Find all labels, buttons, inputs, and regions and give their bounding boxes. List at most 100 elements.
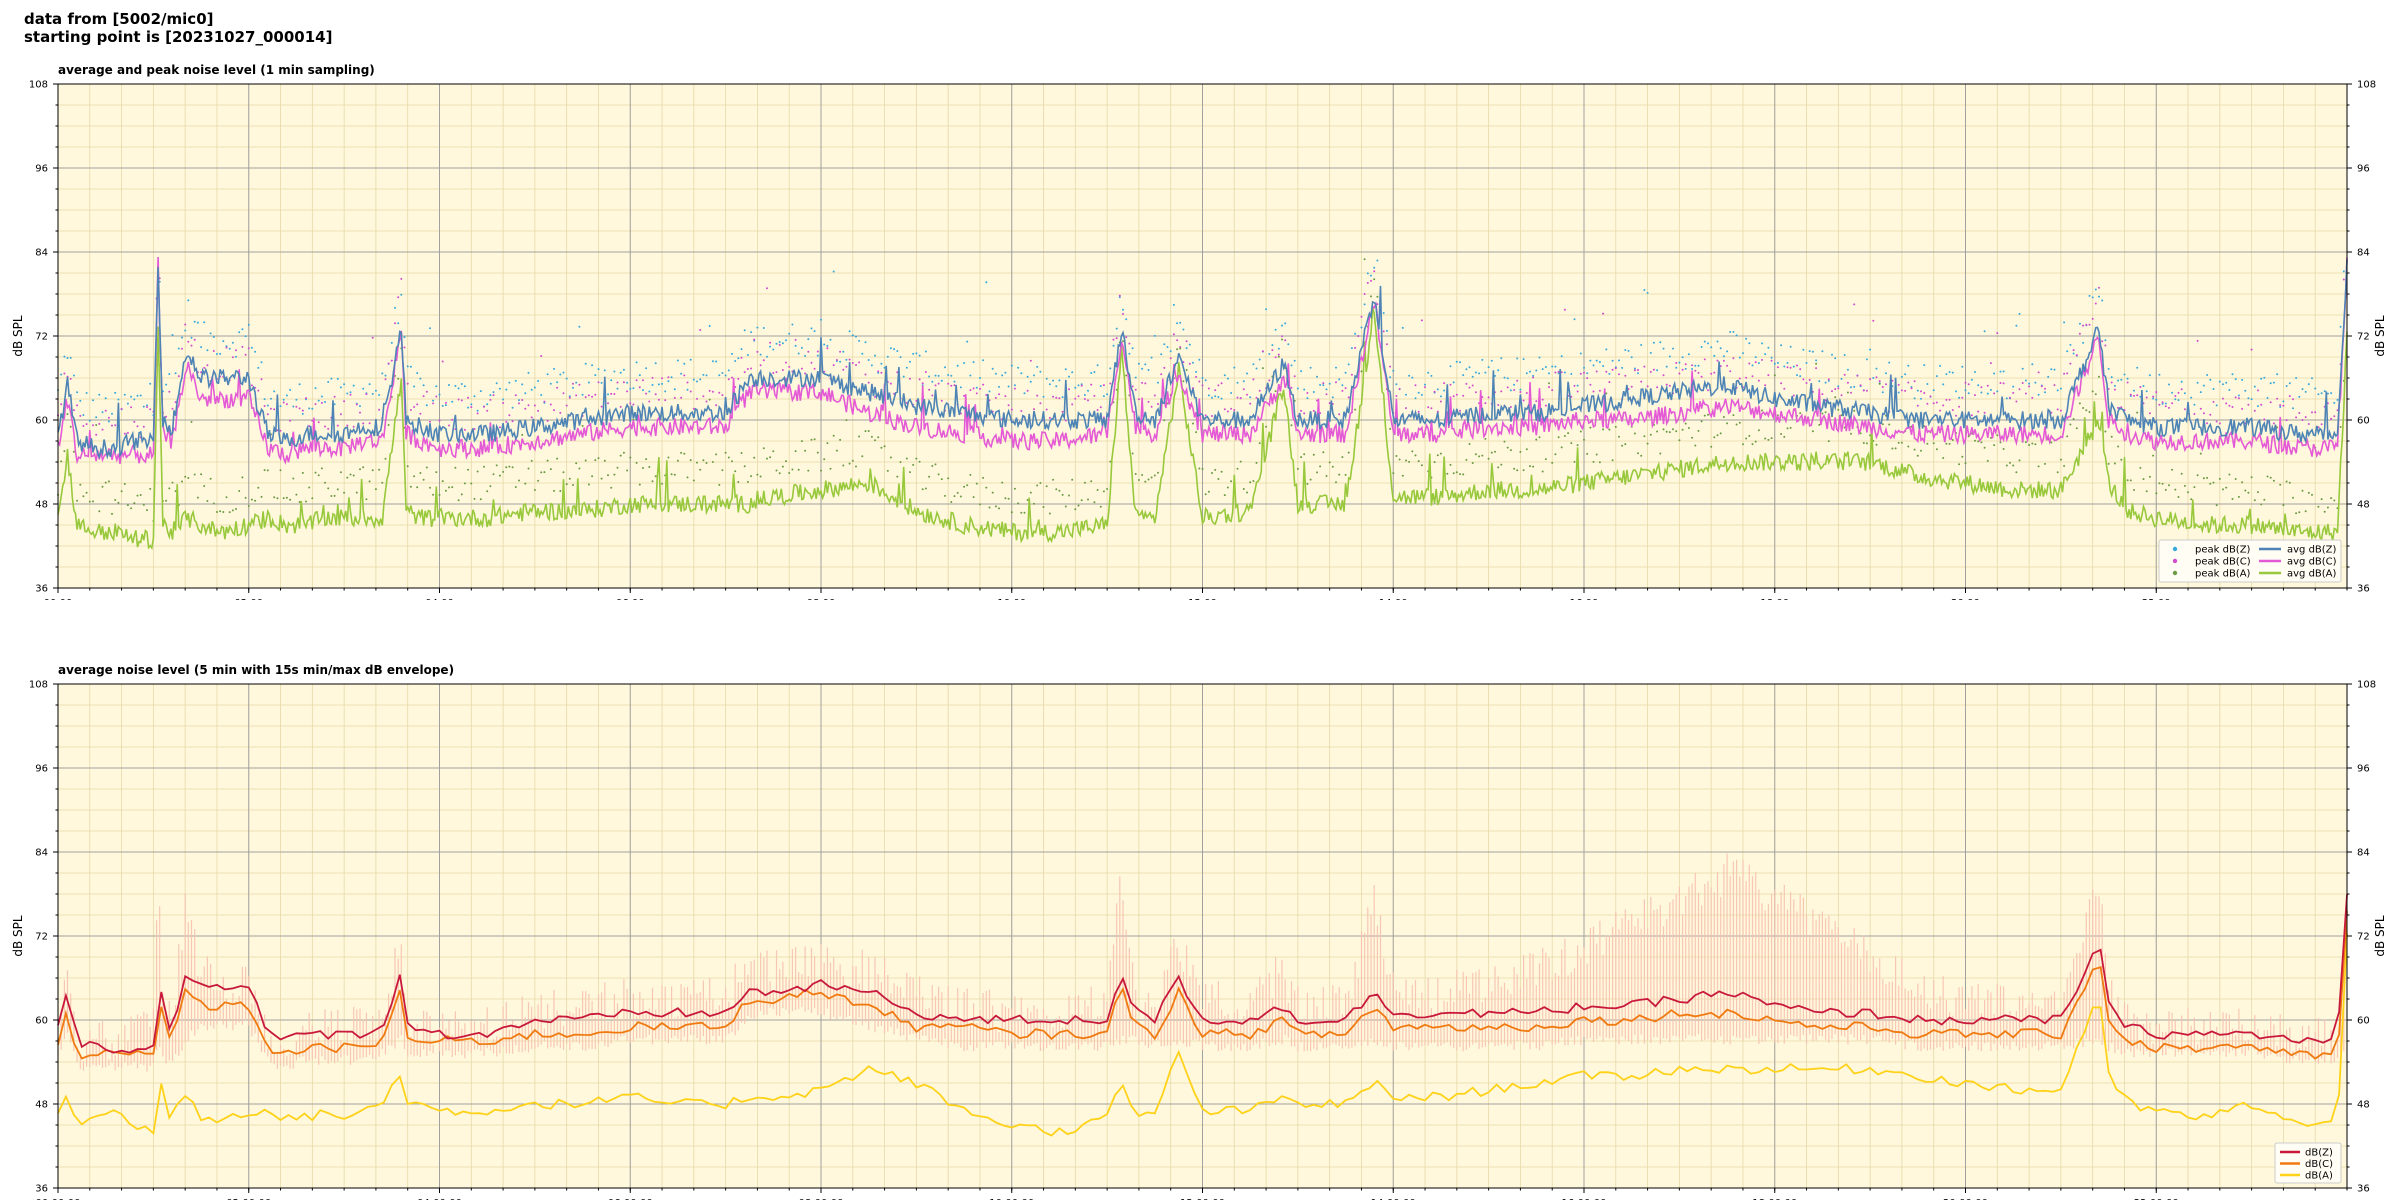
peak-point	[699, 329, 702, 331]
peak-point	[114, 424, 117, 427]
peak-point	[1605, 392, 1608, 395]
peak-point	[1230, 392, 1233, 394]
peak-point	[1471, 462, 1474, 464]
peak-point	[1948, 371, 1951, 374]
peak-point	[463, 385, 466, 388]
peak-point	[2091, 296, 2094, 299]
peak-point	[2263, 376, 2266, 379]
peak-point	[1316, 375, 1318, 378]
peak-point	[257, 366, 260, 369]
peak-point	[610, 392, 613, 395]
peak-point	[1179, 346, 1182, 348]
peak-point	[311, 407, 314, 410]
peak-point	[800, 367, 803, 370]
peak-point	[473, 428, 476, 430]
peak-point	[940, 399, 943, 402]
peak-point	[587, 381, 590, 384]
peak-point	[2075, 427, 2078, 430]
peak-point	[1827, 378, 1830, 381]
peak-point	[1532, 465, 1535, 468]
peak-point	[759, 353, 762, 356]
peak-point	[1281, 338, 1283, 341]
peak-point	[1551, 365, 1554, 368]
peak-point	[1001, 374, 1004, 377]
peak-point	[1602, 365, 1605, 367]
peak-point	[1691, 364, 1694, 367]
peak-point	[1681, 368, 1684, 371]
peak-point	[1265, 425, 1268, 428]
peak-point	[1017, 366, 1020, 369]
peak-point	[2228, 404, 2231, 407]
peak-point	[285, 394, 288, 397]
y-tick-label-right: 72	[2357, 932, 2370, 943]
x-tick-label: 14:00:00	[1371, 1198, 1416, 1200]
peak-point	[142, 503, 145, 506]
peak-point	[2126, 479, 2129, 482]
y-axis-title-left: dB SPL	[11, 915, 25, 957]
peak-point	[104, 481, 107, 484]
peak-point	[2177, 399, 2180, 402]
peak-point	[1951, 409, 1954, 411]
peak-point	[1986, 459, 1989, 462]
peak-point	[1900, 389, 1903, 392]
peak-point	[1703, 340, 1706, 343]
peak-point	[1678, 372, 1681, 375]
peak-point	[216, 511, 218, 513]
peak-point	[212, 502, 215, 505]
peak-point	[718, 391, 721, 394]
peak-point	[810, 361, 813, 364]
peak-point	[632, 387, 635, 390]
peak-point	[1557, 370, 1560, 373]
peak-point	[1020, 410, 1023, 412]
peak-point	[136, 425, 139, 428]
chart-panel-5min: average noise level (5 min with 15s min/…	[11, 663, 2387, 1200]
peak-point	[473, 497, 476, 500]
peak-point	[696, 380, 698, 383]
peak-point	[2005, 397, 2008, 400]
peak-point	[991, 367, 994, 370]
peak-point	[1856, 374, 1859, 377]
peak-point	[1525, 392, 1528, 394]
peak-point	[1020, 511, 1023, 514]
peak-point	[1618, 373, 1620, 376]
peak-point	[982, 476, 985, 479]
peak-point	[1010, 511, 1013, 514]
peak-point	[1093, 501, 1096, 504]
peak-point	[1516, 469, 1519, 472]
peak-point	[2094, 288, 2097, 291]
peak-point	[979, 503, 981, 506]
peak-point	[864, 341, 867, 344]
peak-point	[1017, 502, 1020, 505]
peak-point	[2304, 390, 2307, 393]
peak-point	[826, 344, 829, 347]
peak-point	[721, 469, 724, 472]
peak-point	[575, 462, 578, 465]
peak-point	[1525, 372, 1528, 375]
peak-point	[2183, 392, 2186, 395]
peak-point	[435, 385, 438, 388]
peak-point	[1716, 359, 1719, 362]
peak-point	[238, 331, 241, 334]
peak-point	[1433, 390, 1436, 393]
peak-point	[1013, 487, 1016, 490]
peak-point	[1335, 381, 1337, 384]
peak-point	[775, 342, 778, 345]
peak-point	[886, 355, 889, 358]
x-tick-label: 04:00:00	[417, 1198, 462, 1200]
peak-point	[1347, 363, 1350, 366]
peak-point	[1942, 457, 1945, 459]
peak-point	[918, 460, 921, 463]
peak-point	[956, 491, 959, 494]
peak-point	[1246, 372, 1248, 375]
peak-point	[1392, 369, 1395, 372]
peak-point	[1824, 411, 1827, 414]
peak-point	[851, 459, 854, 462]
x-tick-label: 14:00	[1379, 598, 1408, 600]
peak-point	[1726, 364, 1729, 367]
peak-point	[1172, 333, 1175, 336]
peak-point	[1722, 416, 1725, 418]
peak-point	[1538, 356, 1541, 359]
peak-point	[476, 470, 479, 473]
peak-point	[1745, 376, 1748, 379]
peak-point	[578, 383, 581, 386]
